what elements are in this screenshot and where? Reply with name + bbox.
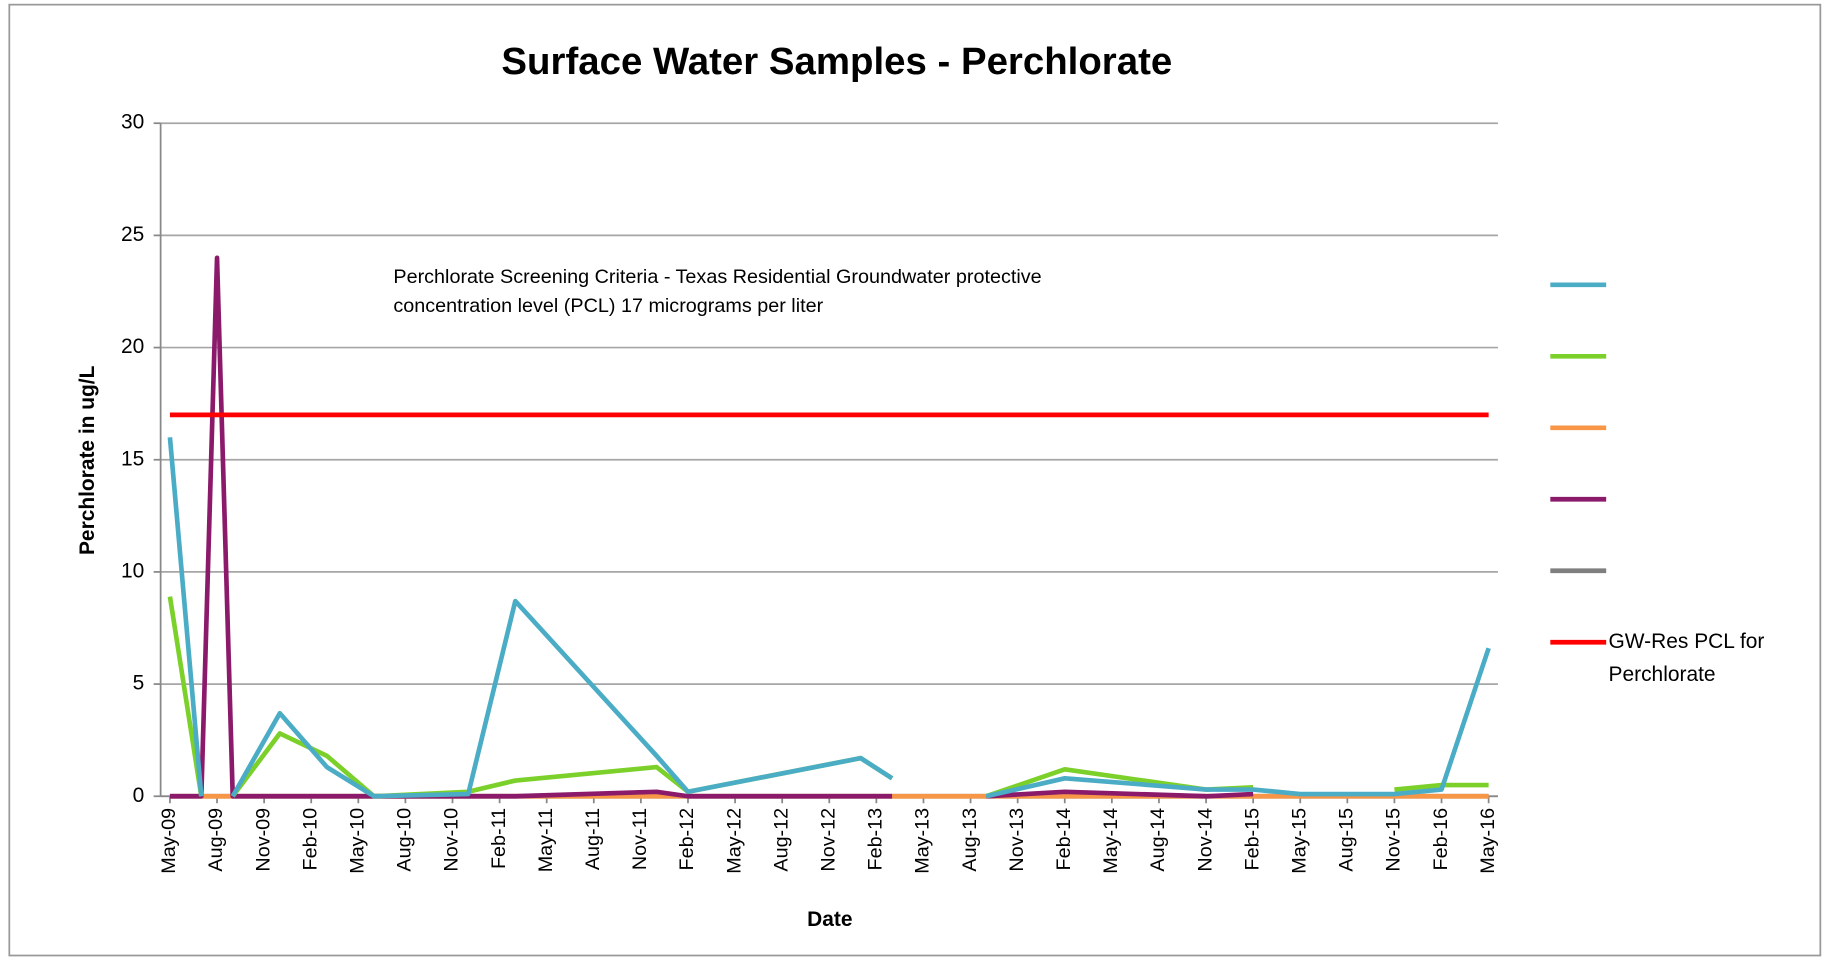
x-tick-label: Aug-11 [582, 808, 604, 870]
y-axis-label: Perchlorate in ug/L [76, 365, 99, 555]
x-tick-label: May-16 [1477, 808, 1499, 874]
chart-title: Surface Water Samples - Perchlorate [501, 40, 1172, 83]
x-tick-label: Nov-15 [1383, 808, 1405, 872]
x-tick-label: May-10 [347, 808, 369, 874]
y-tick-label: 30 [121, 111, 144, 134]
x-tick-label: Nov-11 [629, 808, 651, 870]
x-tick-label: May-09 [158, 808, 180, 874]
x-tick-label: Nov-14 [1194, 808, 1216, 872]
x-tick-label: Aug-15 [1336, 808, 1358, 872]
x-tick-label: Aug-13 [959, 808, 981, 872]
x-tick-label: Feb-11 [488, 808, 510, 869]
x-tick-label: Feb-12 [676, 808, 698, 871]
legend-label: GW-Res PCL for Perchlorate [1609, 630, 1765, 686]
series-line [986, 789, 1254, 799]
x-tick-label: Feb-15 [1241, 808, 1263, 871]
series-line [985, 647, 1491, 799]
y-tick-label: 10 [121, 559, 144, 582]
annotation: Perchlorate Screening Criteria - Texas R… [393, 266, 1041, 288]
x-tick-label: Nov-09 [252, 808, 274, 872]
y-tick-label: 25 [121, 223, 144, 246]
x-tick-label: Aug-10 [394, 808, 416, 872]
y-tick-label: 0 [133, 784, 145, 807]
x-tick-label: Feb-13 [865, 808, 887, 871]
x-tick-label: Aug-12 [770, 808, 792, 872]
y-tick-label: 15 [121, 447, 144, 470]
x-tick-label: Feb-14 [1053, 808, 1075, 871]
x-tick-label: Feb-16 [1430, 808, 1452, 871]
x-tick-label: Nov-12 [817, 808, 839, 872]
x-tick-label: Nov-13 [1006, 808, 1028, 872]
x-tick-label: May-13 [912, 808, 934, 874]
x-tick-label: Feb-10 [299, 808, 321, 871]
annotation: concentration level (PCL) 17 micrograms … [393, 295, 823, 317]
x-tick-label: Aug-09 [205, 808, 227, 872]
x-tick-label: May-11 [535, 808, 557, 872]
y-tick-label: 20 [121, 335, 144, 358]
y-tick-label: 5 [133, 672, 145, 695]
x-axis-label: Date [807, 908, 852, 931]
x-tick-label: Aug-14 [1147, 808, 1169, 872]
x-tick-label: Nov-10 [441, 808, 463, 872]
series-line [230, 598, 894, 799]
x-tick-label: May-12 [723, 808, 745, 874]
x-tick-label: May-14 [1100, 808, 1122, 874]
series-line [167, 437, 204, 797]
x-tick-label: May-15 [1288, 808, 1310, 874]
